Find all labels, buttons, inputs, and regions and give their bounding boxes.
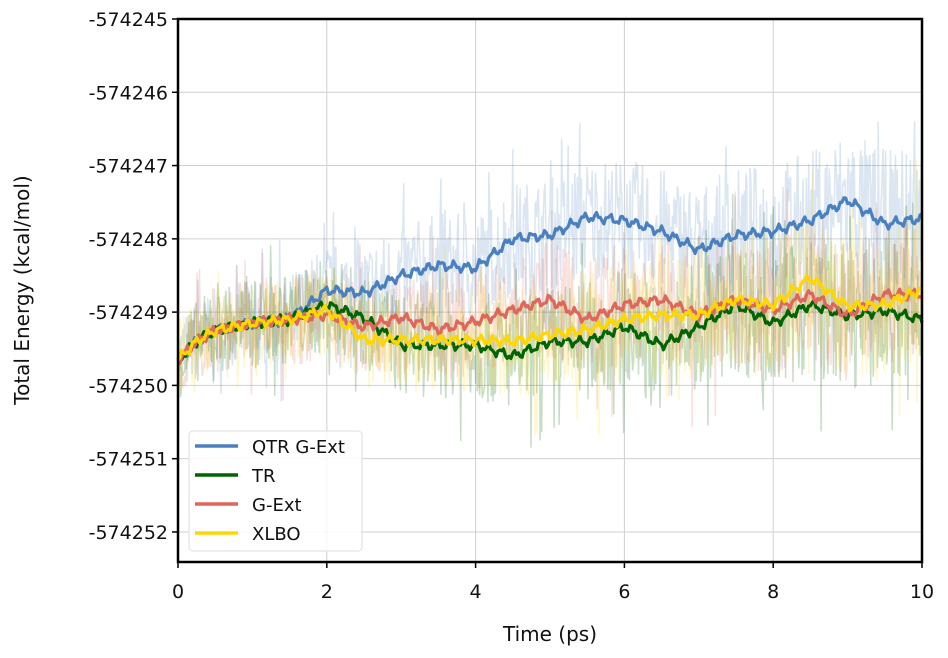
raw-trace-xlbo: [177, 159, 923, 437]
series-line-qtr-g-ext: [176, 196, 923, 361]
plot-frame: [176, 17, 924, 564]
raw-trace-g-ext: [177, 188, 923, 428]
y-tick-label: -574252: [89, 522, 168, 544]
y-tick-label: -574250: [89, 375, 168, 397]
x-tick-label: 10: [910, 581, 934, 603]
legend-label: XLBO: [252, 524, 301, 545]
x-tick-label: 2: [321, 581, 333, 603]
y-tick-label: -574246: [89, 82, 168, 104]
x-tick-label: 6: [618, 581, 630, 603]
legend: QTR G-Ext TR G-Ext XLBO: [188, 430, 363, 552]
y-tick-label: -574247: [89, 156, 168, 178]
legend-box: [188, 430, 363, 552]
x-axis-ticks: 0 2 4 6 8 10: [172, 562, 934, 603]
legend-label: QTR G-Ext: [252, 437, 345, 458]
raw-trace-qtr-g-ext: [177, 121, 923, 402]
legend-label: TR: [251, 466, 276, 487]
series-line-xlbo: [176, 274, 923, 362]
y-tick-label: -574248: [89, 229, 168, 251]
y-axis-label: Total Energy (kcal/mol): [10, 175, 34, 405]
y-tick-label: -574249: [89, 302, 168, 324]
x-axis-label: Time (ps): [502, 622, 597, 646]
y-axis-ticks: -574245 -574246 -574247 -574248 -574249 -5742…: [89, 9, 178, 544]
x-tick-label: 0: [172, 581, 184, 603]
y-tick-label: -574245: [89, 9, 168, 31]
legend-label: G-Ext: [252, 495, 302, 516]
raw-trace-tr: [177, 193, 923, 448]
raw-traces: [177, 121, 923, 448]
x-tick-label: 4: [470, 581, 482, 603]
series-lines: [176, 196, 924, 366]
x-tick-label: 8: [767, 581, 779, 603]
y-tick-label: -574251: [89, 449, 168, 471]
